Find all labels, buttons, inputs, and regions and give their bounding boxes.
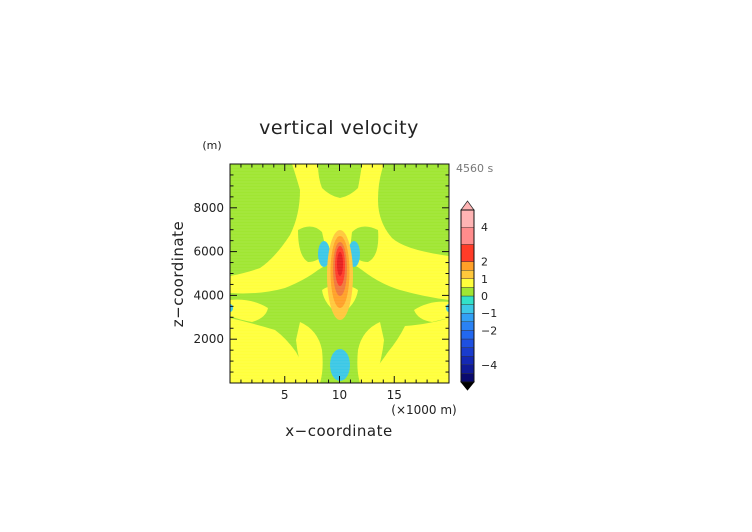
colorbar-swatch (460, 287, 475, 297)
colorbar-min-arrow (460, 381, 475, 391)
x-unit-label: (×1000 m) (391, 403, 456, 417)
colorbar-swatch (460, 226, 475, 245)
colorbar-tick-label: 2 (481, 256, 488, 269)
colorbar-swatch (460, 338, 475, 348)
x-axis-label: x−coordinate (285, 422, 392, 440)
colorbar-tick-label: 1 (481, 273, 488, 286)
colorbar-swatch (460, 209, 475, 228)
x-tick-label: 10 (332, 388, 347, 402)
field-texture (230, 166, 449, 381)
colorbar-tick-label: 0 (481, 290, 488, 303)
downdraft-left (318, 241, 330, 267)
x-axis: 5 10 15 (240, 164, 439, 402)
neutral-inlets (230, 286, 449, 383)
colorbar-frame (460, 209, 475, 383)
y-axis-label: z−coordinate (169, 221, 187, 327)
colorbar-swatch (460, 356, 475, 366)
colorbar-tick-label: −4 (481, 359, 497, 372)
colorbar-swatch (460, 347, 475, 357)
updraft-core (327, 230, 353, 320)
time-label: 4560 s (456, 162, 493, 175)
colorbar-swatch (460, 364, 475, 374)
colorbar-swatch (460, 330, 475, 340)
colorbar-tick-label: −1 (481, 307, 497, 320)
colorbar-swatch (460, 373, 475, 383)
colorbar-swatch (460, 321, 475, 331)
y-tick-label: 2000 (193, 332, 224, 346)
colorbar-swatch (460, 304, 475, 314)
downdraft-bottom (330, 349, 350, 381)
colorbar: 4 2 1 0 −1 −2 −4 (460, 200, 497, 391)
colorbar-swatch (460, 261, 475, 271)
colorbar-swatch (460, 313, 475, 323)
chart-title: vertical velocity (259, 117, 419, 139)
y-unit-label: (m) (202, 139, 221, 152)
x-tick-label: 5 (281, 388, 289, 402)
colorbar-max-arrow (460, 200, 475, 211)
x-tick-label: 15 (387, 388, 402, 402)
colorbar-swatch (460, 278, 475, 288)
y-axis: 2000 4000 6000 8000 (193, 174, 449, 373)
colorbar-swatch (460, 270, 475, 280)
colorbar-swatch (460, 295, 475, 305)
y-tick-label: 6000 (193, 245, 224, 259)
heatmap-plot (230, 164, 449, 383)
y-tick-label: 8000 (193, 201, 224, 215)
colorbar-tick-label: 4 (481, 221, 488, 234)
y-tick-label: 4000 (193, 288, 224, 302)
colorbar-tick-label: −2 (481, 324, 497, 337)
colorbar-swatch (460, 244, 475, 262)
